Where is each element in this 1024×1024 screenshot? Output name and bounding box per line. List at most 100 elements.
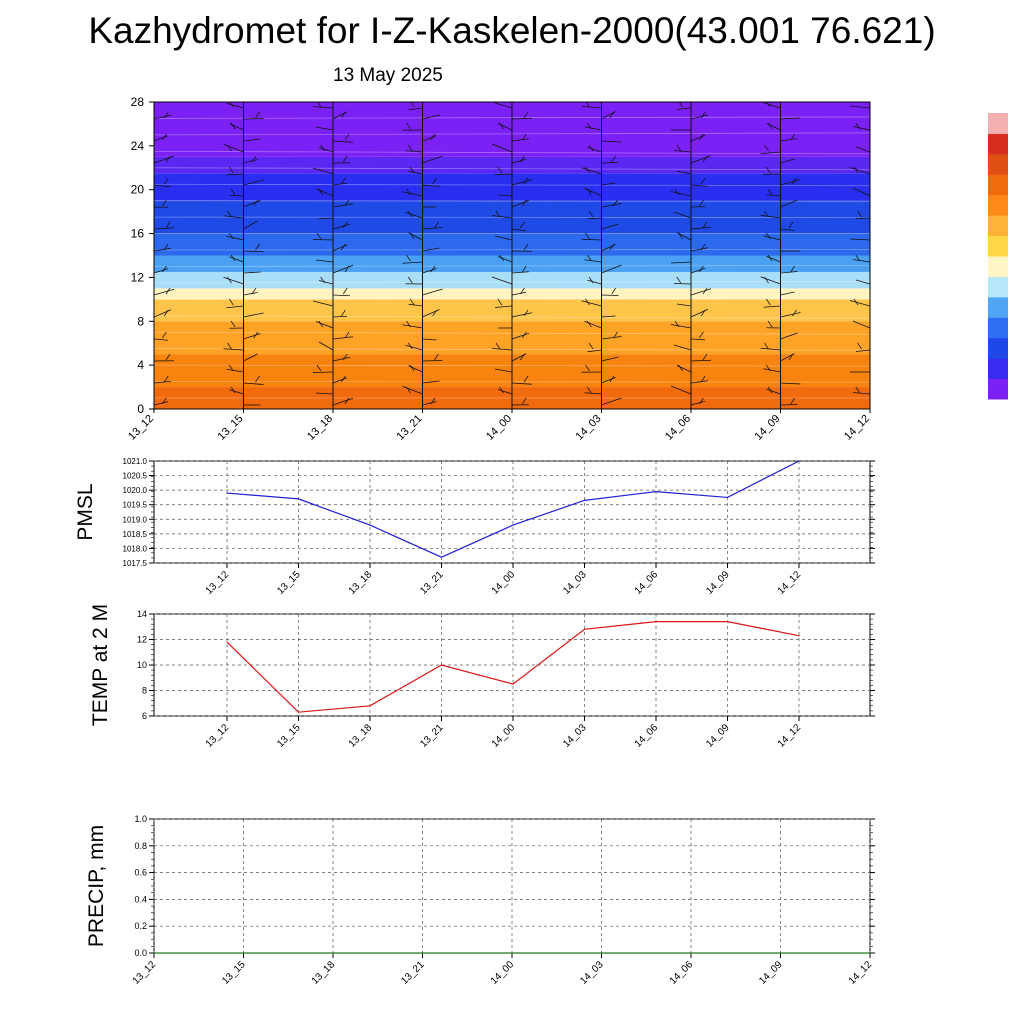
wind-barb — [422, 268, 437, 274]
wind-barb-flag — [142, 167, 146, 173]
temp-data-point — [440, 664, 443, 666]
wind-barb — [315, 321, 334, 329]
wind-barb — [690, 380, 709, 384]
wind-barb-flag — [317, 102, 322, 108]
wind-barb-flag — [230, 254, 236, 262]
wind-barb-flag — [766, 102, 771, 108]
wind-barb-flag — [163, 177, 169, 185]
wind-barb — [229, 389, 244, 395]
wind-barb — [332, 182, 348, 186]
x-tick-label: 14_06 — [633, 569, 661, 597]
wind-barb-flag — [882, 266, 886, 272]
wind-barb-flag — [408, 144, 413, 152]
wind-barb-flag — [406, 386, 411, 394]
wind-barb-flag — [497, 298, 503, 306]
y-tick-label: 0.2 — [134, 921, 147, 931]
wind-barb — [760, 151, 781, 155]
wind-barb-flag — [409, 298, 415, 306]
wind-barb — [243, 138, 261, 142]
wind-barb — [869, 382, 870, 383]
wind-barb — [511, 138, 530, 142]
temp-data-point — [726, 621, 729, 623]
wind-barb — [869, 228, 870, 229]
wind-barb — [766, 255, 781, 263]
wind-barb — [780, 199, 798, 208]
wind-barb — [243, 118, 264, 120]
wind-barb — [405, 150, 423, 153]
wind-barb — [766, 388, 781, 395]
precip-data-point — [600, 952, 603, 954]
wind-barb-flag — [430, 133, 436, 141]
wind-barb-flag — [344, 265, 350, 273]
wind-barb-flag — [678, 364, 683, 372]
heatmap-bands — [142, 102, 886, 409]
wind-barb — [601, 203, 622, 208]
wind-barb — [318, 280, 334, 285]
wind-barb — [332, 377, 348, 384]
pmsl-data-point — [440, 556, 443, 558]
wind-barb-flag — [142, 299, 146, 305]
wind-barb — [243, 200, 261, 208]
wind-barb — [402, 324, 423, 329]
wind-barb-flag — [408, 342, 413, 350]
wind-barb — [154, 227, 175, 230]
wind-barb — [223, 276, 244, 285]
wind-barb — [491, 276, 513, 285]
wind-barb — [511, 117, 533, 120]
y-tick-label: 0.8 — [134, 841, 147, 851]
wind-barb-flag — [788, 221, 794, 229]
wind-barb — [315, 126, 334, 131]
chart-date: 13 May 2025 — [333, 65, 443, 86]
wind-barb — [690, 134, 706, 142]
wind-barb — [673, 344, 692, 351]
wind-barb-flag — [523, 375, 529, 383]
wind-barb-flag — [316, 232, 322, 240]
wind-barb — [601, 356, 619, 362]
wind-barb-flag — [408, 210, 413, 218]
wind-barb-flag — [162, 397, 167, 405]
wind-barb — [780, 291, 795, 296]
wind-barb — [581, 238, 602, 241]
x-tick-label: 13_18 — [347, 569, 375, 597]
wind-barb-flag — [700, 111, 706, 119]
pmsl-data-point — [369, 524, 371, 526]
wind-barb-flag — [700, 243, 706, 251]
wind-barb-flag — [318, 320, 324, 328]
wind-barb — [154, 262, 155, 263]
y-tick-label: 6 — [142, 711, 147, 721]
y-tick-label: 1021.0 — [123, 457, 148, 466]
wind-barb-flag — [162, 265, 167, 273]
wind-barb-flag — [523, 243, 529, 251]
wind-barb-flag — [229, 166, 234, 174]
wind-barb — [494, 235, 513, 241]
wind-barb-flag — [432, 309, 437, 317]
wind-barb-flag — [230, 386, 236, 394]
wind-barb — [154, 349, 155, 350]
wind-barb — [584, 320, 602, 329]
wind-barb-flag — [788, 353, 794, 361]
wind-barb-flag — [342, 155, 348, 163]
wind-barb — [780, 382, 801, 385]
colorbar-segment — [988, 256, 1008, 277]
wind-barb-flag — [341, 111, 346, 119]
wind-barb — [405, 211, 423, 219]
colorbar-segment — [988, 174, 1008, 196]
wind-barb-flag — [880, 354, 884, 360]
wind-barb — [408, 365, 423, 373]
x-tick-label: 13_18 — [347, 722, 375, 750]
wind-barb-flag — [520, 221, 525, 229]
wind-barb-flag — [766, 364, 771, 372]
wind-barb-flag — [613, 199, 618, 207]
wind-barb-flag — [678, 232, 683, 240]
wind-barb — [587, 279, 602, 285]
wind-barb-flag — [408, 276, 413, 284]
wind-barb — [422, 309, 440, 318]
wind-barb — [243, 179, 264, 186]
wind-barb — [312, 239, 334, 241]
wind-barb — [760, 276, 781, 285]
wind-barb-flag — [341, 375, 346, 383]
wind-barb — [601, 140, 622, 143]
y-tick-label: 0.6 — [134, 868, 147, 878]
wind-barb — [855, 279, 870, 285]
wind-barb — [154, 401, 169, 406]
